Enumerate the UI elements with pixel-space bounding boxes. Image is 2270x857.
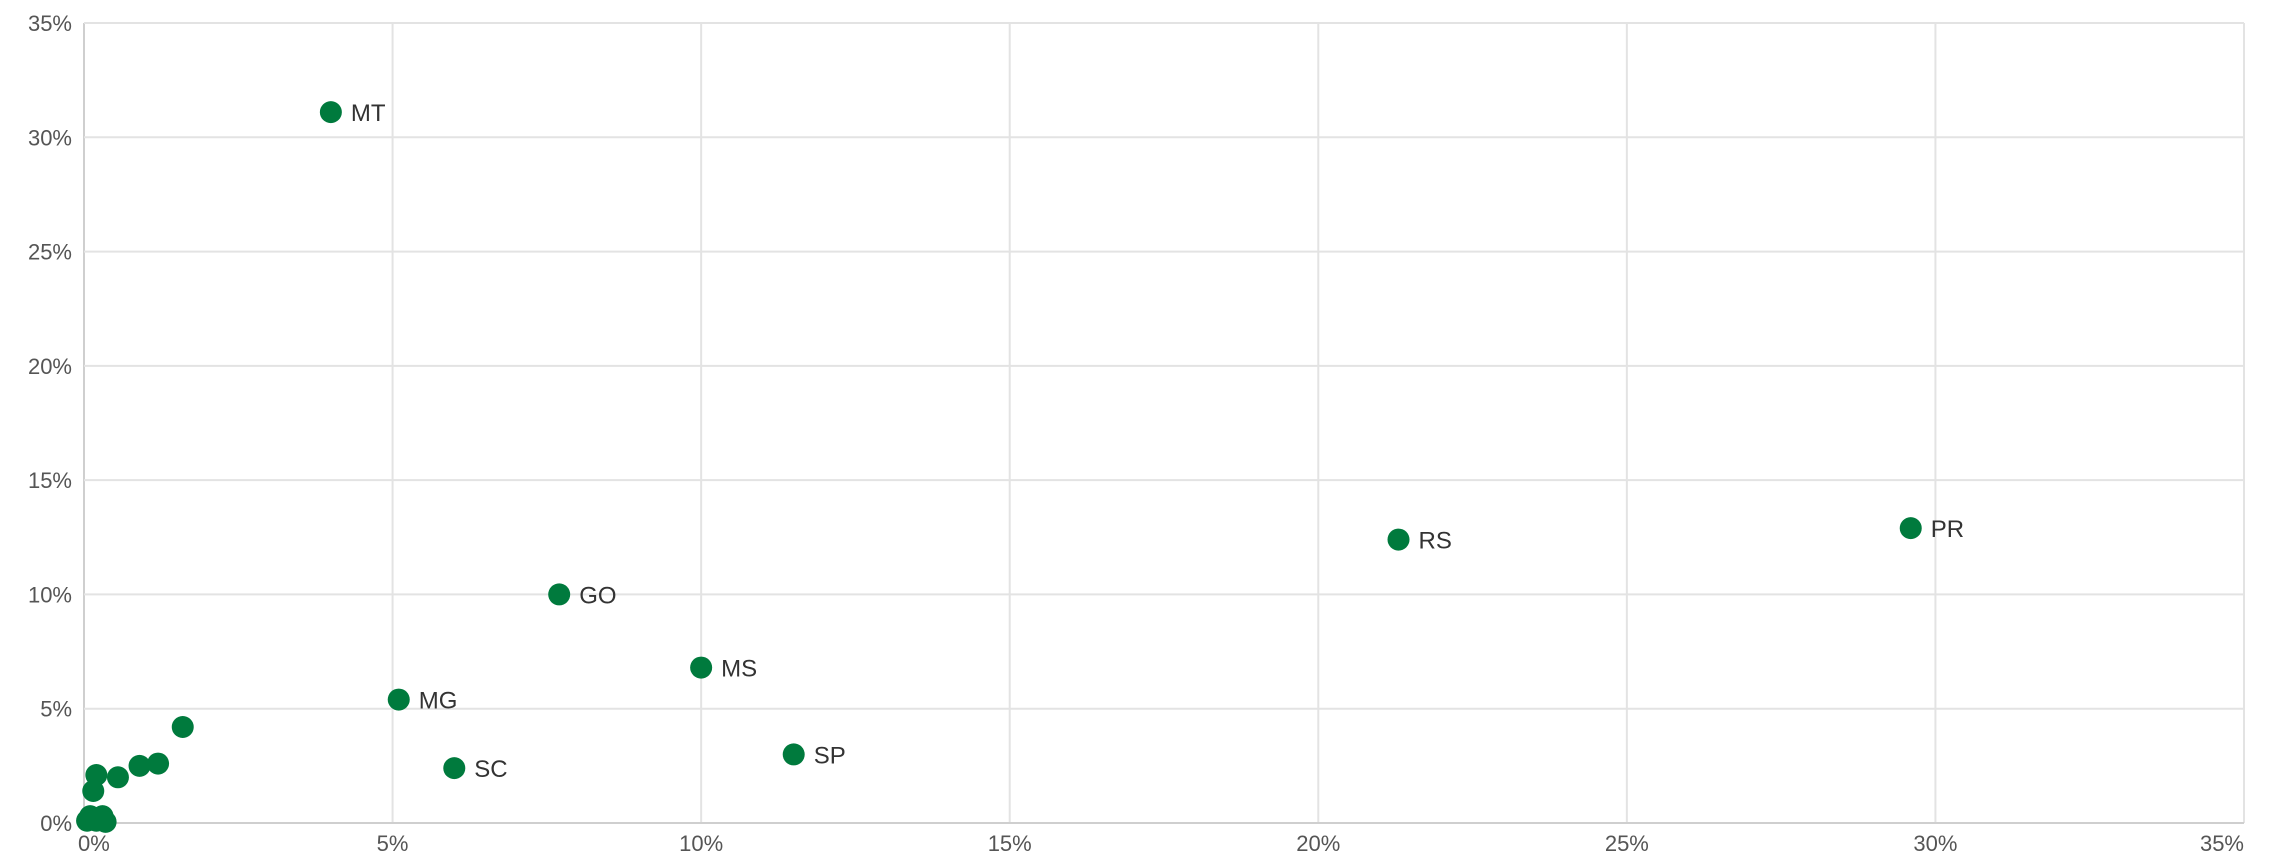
y-tick-label: 15% xyxy=(28,468,72,493)
y-tick-label: 10% xyxy=(28,582,72,607)
data-point[interactable] xyxy=(387,688,410,711)
x-tick-label: 35% xyxy=(2200,831,2244,856)
y-tick-label: 5% xyxy=(40,697,72,722)
x-tick-label: 15% xyxy=(988,831,1032,856)
y-axis-ticks: 0% 5% 10% 15% 20% 25% 30% 35% xyxy=(28,11,72,836)
point-label: GO xyxy=(579,582,616,609)
x-tick-label: 5% xyxy=(377,831,409,856)
data-point[interactable] xyxy=(1899,517,1922,540)
x-tick-label: 10% xyxy=(679,831,723,856)
y-tick-label: 20% xyxy=(28,354,72,379)
y-tick-label: 30% xyxy=(28,125,72,150)
point-label: SP xyxy=(814,742,846,769)
data-point[interactable] xyxy=(690,656,713,679)
point-label: PR xyxy=(1931,516,1964,543)
x-tick-label: 30% xyxy=(1913,831,1957,856)
x-axis-ticks: 0% 5% 10% 15% 20% 25% 30% 35% xyxy=(78,831,2244,856)
y-tick-label: 35% xyxy=(28,11,72,36)
data-point[interactable] xyxy=(1387,528,1410,551)
data-point[interactable] xyxy=(128,754,151,777)
data-point[interactable] xyxy=(94,810,117,833)
data-point[interactable] xyxy=(147,752,170,775)
data-point[interactable] xyxy=(171,716,194,738)
point-label: RS xyxy=(1419,528,1452,555)
data-point[interactable] xyxy=(443,757,466,780)
data-point[interactable] xyxy=(319,101,342,124)
x-tick-label: 20% xyxy=(1296,831,1340,856)
data-point[interactable] xyxy=(782,743,805,766)
data-point[interactable] xyxy=(548,583,571,606)
point-label: MS xyxy=(721,656,757,683)
point-label: SC xyxy=(474,756,507,783)
grid xyxy=(83,22,2245,824)
data-point[interactable] xyxy=(106,766,129,789)
point-label: MG xyxy=(419,688,458,715)
x-tick-label: 0% xyxy=(78,831,110,856)
y-tick-label: 25% xyxy=(28,240,72,265)
point-label: MT xyxy=(351,100,386,127)
x-tick-label: 25% xyxy=(1605,831,1649,856)
point-labels: MT PR RS GO MS MG SP SC xyxy=(351,100,1964,783)
y-tick-label: 0% xyxy=(40,811,72,836)
data-point[interactable] xyxy=(82,780,105,802)
data-points xyxy=(76,101,1922,833)
